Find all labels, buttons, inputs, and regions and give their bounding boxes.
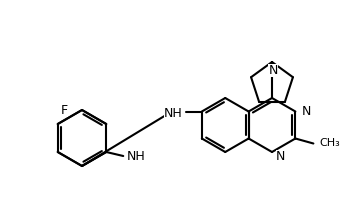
Text: N: N (301, 105, 311, 118)
Text: N: N (276, 150, 285, 163)
Text: CH₃: CH₃ (319, 138, 340, 149)
Text: NH: NH (164, 107, 183, 120)
Text: N: N (268, 64, 278, 77)
Text: NH: NH (127, 151, 146, 164)
Text: F: F (61, 103, 68, 117)
